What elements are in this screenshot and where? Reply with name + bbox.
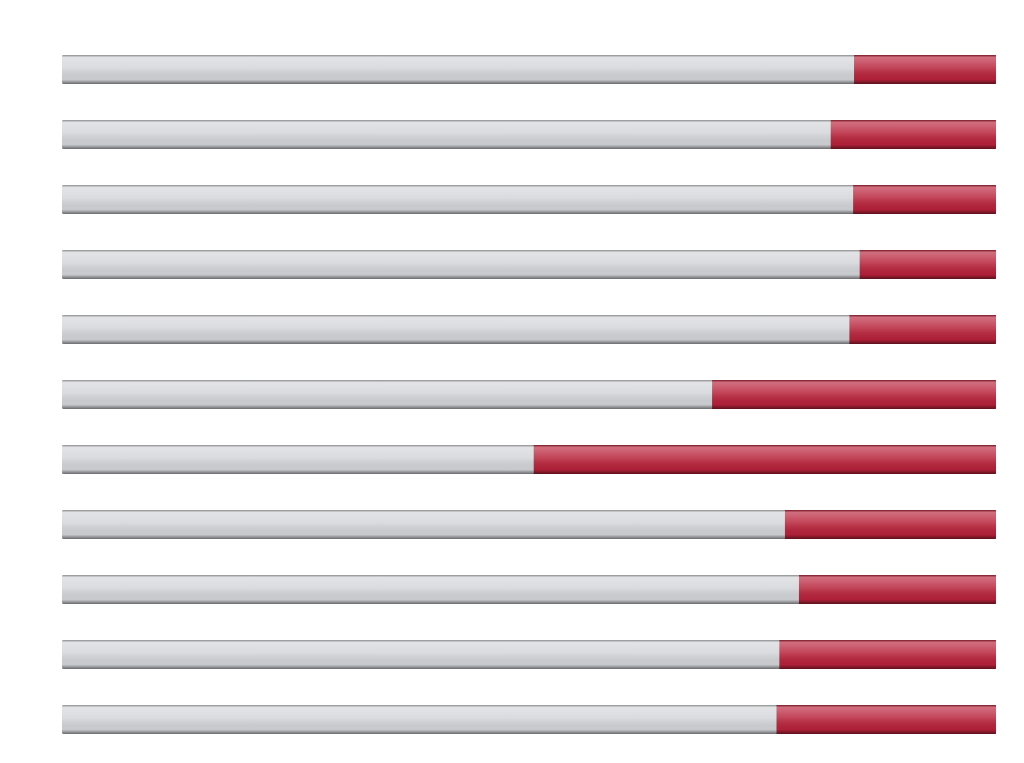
bar-shading (62, 120, 996, 149)
bar-shading (62, 705, 996, 734)
bar-shading (62, 445, 996, 474)
bar-shading (62, 575, 996, 604)
bar-shading (62, 250, 996, 279)
bar-shading (62, 185, 996, 214)
bar-shading (62, 640, 996, 669)
bar-shading (62, 55, 996, 84)
bar-shading (62, 380, 996, 409)
bar-shading (62, 315, 996, 344)
bar-shading (62, 510, 996, 539)
